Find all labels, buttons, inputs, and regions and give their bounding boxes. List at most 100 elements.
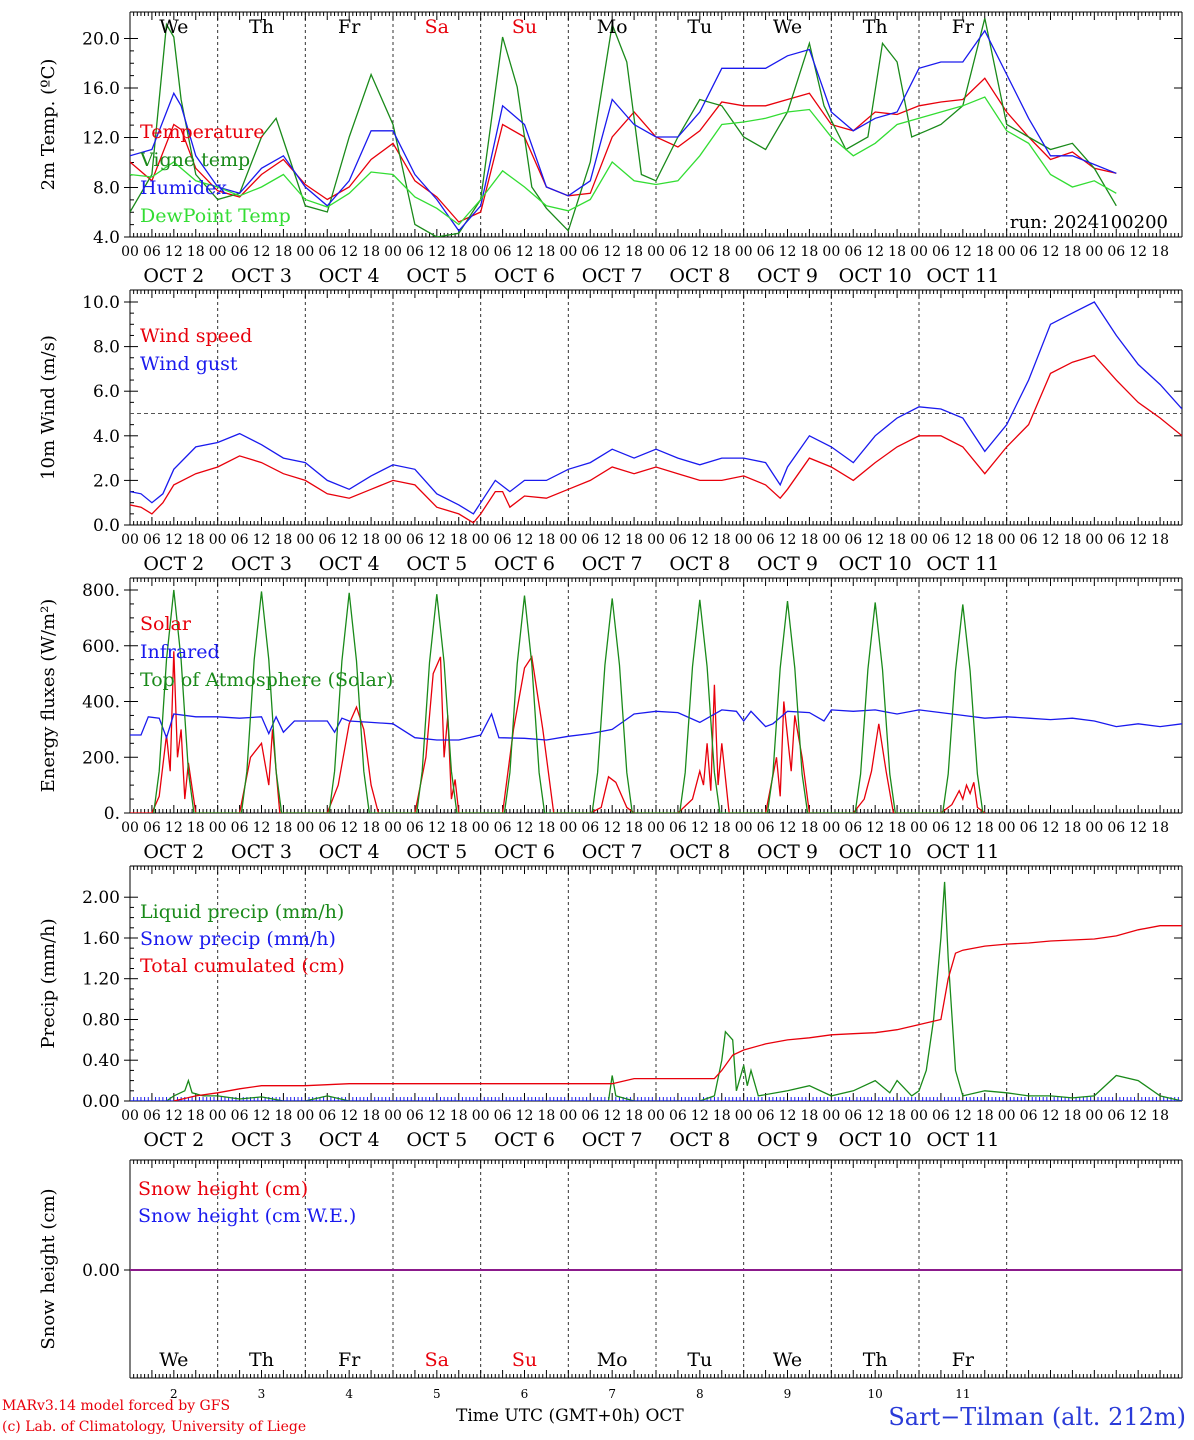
x-tick-label: 00 — [472, 820, 490, 836]
x-tick-label: 00 — [296, 1108, 314, 1124]
date-label: OCT 11 — [926, 553, 999, 575]
legend-entry: Humidex — [140, 177, 227, 199]
legend-entry: Snow height (cm) — [138, 1178, 308, 1200]
x-tick-label: 12 — [691, 1108, 709, 1124]
day-name-bottom: Su — [512, 1349, 537, 1371]
x-tick-label: 06 — [406, 820, 424, 836]
x-tick-label: 00 — [822, 820, 840, 836]
x-tick-label: 00 — [384, 820, 402, 836]
x-tick-label: 12 — [866, 1108, 884, 1124]
x-tick-label: 12 — [165, 532, 183, 548]
day-name-top: Fr — [952, 16, 975, 38]
x-tick-label: 12 — [603, 1108, 621, 1124]
legend-entry: DewPoint Temp — [140, 205, 291, 227]
y-tick-label: 0.40 — [82, 1051, 120, 1071]
x-tick-label: 00 — [647, 244, 665, 260]
date-label: OCT 2 — [143, 1129, 204, 1151]
date-label: OCT 7 — [582, 1129, 643, 1151]
day-number: 3 — [258, 1387, 266, 1401]
date-label: OCT 3 — [231, 265, 292, 287]
legend-entry: Snow height (cm W.E.) — [138, 1205, 356, 1227]
date-label: OCT 8 — [669, 1129, 730, 1151]
x-tick-label: 12 — [1042, 244, 1060, 260]
x-tick-label: 06 — [757, 244, 775, 260]
x-tick-label: 18 — [275, 244, 293, 260]
date-label: OCT 6 — [494, 1129, 555, 1151]
x-tick-label: 12 — [340, 1108, 358, 1124]
day-number: 10 — [868, 1387, 883, 1401]
x-tick-label: 18 — [450, 1108, 468, 1124]
x-tick-label: 12 — [603, 820, 621, 836]
x-tick-label: 18 — [1151, 820, 1169, 836]
x-tick-label: 18 — [801, 532, 819, 548]
day-name-top: Su — [512, 16, 537, 38]
x-tick-label: 18 — [801, 1108, 819, 1124]
date-label: OCT 8 — [669, 265, 730, 287]
x-tick-label: 18 — [538, 1108, 556, 1124]
x-tick-label: 00 — [296, 532, 314, 548]
x-tick-label: 18 — [275, 820, 293, 836]
x-tick-label: 06 — [757, 532, 775, 548]
x-tick-label: 00 — [472, 532, 490, 548]
series-line — [130, 709, 1182, 741]
x-tick-label: 06 — [581, 532, 599, 548]
day-name-top: We — [773, 16, 802, 38]
x-tick-label: 00 — [647, 532, 665, 548]
panel-wind: 0.0 2.0 4.0 6.0 8.0 10.0 10m Wind (m/s) Wind sp… — [38, 289, 1183, 575]
x-tick-label: 18 — [450, 820, 468, 836]
date-label: OCT 4 — [319, 1129, 380, 1151]
x-tick-label: 00 — [209, 820, 227, 836]
series-line — [130, 18, 1117, 237]
date-label: OCT 4 — [319, 265, 380, 287]
date-label: OCT 3 — [231, 553, 292, 575]
x-tick-label: 06 — [318, 820, 336, 836]
legend-entry: Snow precip (mm/h) — [140, 928, 336, 950]
x-tick-label: 00 — [296, 820, 314, 836]
model-credit: MARv3.14 model forced by GFS — [2, 1398, 231, 1414]
x-tick-label: 18 — [625, 820, 643, 836]
panel-energy: 0. 200. 400. 600. 800. Energy fluxes (W/m²) So… — [38, 577, 1183, 863]
x-tick-label: 12 — [516, 820, 534, 836]
y-tick-label: 1.20 — [82, 970, 120, 990]
x-tick-label: 00 — [1085, 1108, 1103, 1124]
y-axis-title: Energy fluxes (W/m²) — [38, 599, 59, 793]
x-tick-label: 12 — [954, 820, 972, 836]
x-tick-label: 06 — [1107, 244, 1125, 260]
day-name-bottom: Fr — [338, 1349, 361, 1371]
legend-entry: Wind speed — [140, 325, 252, 347]
series-line — [153, 589, 984, 813]
x-tick-label: 06 — [581, 244, 599, 260]
x-tick-label: 06 — [231, 1108, 249, 1124]
x-tick-label: 00 — [998, 244, 1016, 260]
x-tick-label: 18 — [1151, 244, 1169, 260]
x-tick-label: 06 — [844, 820, 862, 836]
day-number: 4 — [345, 1387, 353, 1401]
x-tick-label: 06 — [143, 532, 161, 548]
x-tick-label: 06 — [231, 820, 249, 836]
x-tick-label: 18 — [713, 244, 731, 260]
date-label: OCT 10 — [839, 841, 912, 863]
date-label: OCT 9 — [757, 553, 818, 575]
x-tick-label: 12 — [603, 244, 621, 260]
day-name-top: Th — [863, 16, 888, 38]
date-label: OCT 10 — [839, 1129, 912, 1151]
day-name-bottom: We — [159, 1349, 188, 1371]
series-line — [130, 29, 1117, 232]
x-tick-label: 12 — [1129, 820, 1147, 836]
x-tick-label: 06 — [1107, 820, 1125, 836]
x-tick-label: 12 — [603, 532, 621, 548]
x-tick-label: 12 — [1129, 532, 1147, 548]
date-label: OCT 5 — [406, 265, 467, 287]
x-tick-label: 00 — [559, 244, 577, 260]
x-tick-label: 18 — [450, 244, 468, 260]
x-tick-label: 06 — [1020, 820, 1038, 836]
x-tick-label: 06 — [231, 532, 249, 548]
y-tick-label: 0.80 — [82, 1011, 120, 1031]
run-annotation: run: 2024100200 — [1010, 212, 1168, 233]
panel-snow: 0.00 Snow height (cm) Snow height (cm) Snow… — [38, 1159, 1183, 1379]
y-axis-title: 10m Wind (m/s) — [38, 335, 59, 480]
x-tick-label: 12 — [954, 1108, 972, 1124]
y-tick-label: 20.0 — [82, 30, 120, 50]
legend-entry: Temperature — [140, 121, 264, 143]
x-tick-label: 06 — [406, 244, 424, 260]
